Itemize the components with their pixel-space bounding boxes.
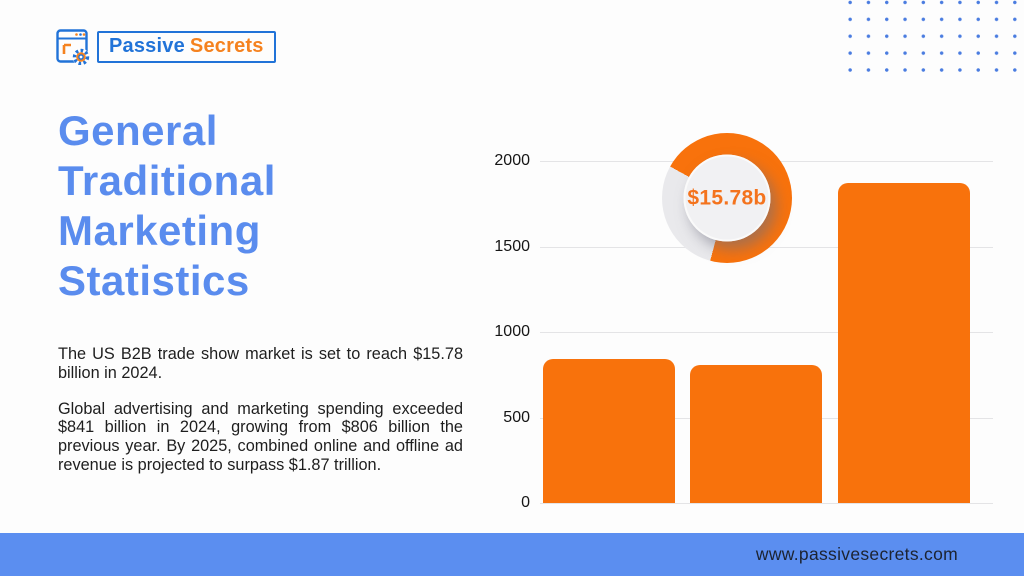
browser-gear-icon (56, 29, 90, 65)
title-line: General (58, 107, 218, 154)
bar-1 (690, 365, 822, 503)
page-title: General Traditional Marketing Statistics (58, 106, 388, 306)
bar-2 (838, 183, 970, 503)
body-copy: The US B2B trade show market is set to r… (58, 345, 463, 475)
title-line: Statistics (58, 257, 250, 304)
dots-pattern (841, 0, 1024, 78)
donut-chart: $15.78b (662, 133, 792, 263)
gridline (540, 332, 993, 333)
y-tick-label: 1500 (494, 237, 530, 255)
gridline (540, 503, 993, 504)
brand-name-secondary: Secrets (189, 35, 264, 57)
y-tick-label: 2000 (494, 152, 530, 169)
brand-logo: Passive Secrets (56, 29, 276, 65)
bar-0 (543, 359, 675, 503)
donut-hole: $15.78b (683, 154, 771, 242)
website-url[interactable]: www.passivesecrets.com (755, 544, 958, 564)
y-tick-label: 1000 (494, 323, 530, 340)
y-tick-label: 0 (521, 494, 530, 511)
y-tick-label: 500 (503, 408, 530, 426)
paragraph-trade-show: The US B2B trade show market is set to r… (58, 345, 463, 382)
brand-name-primary: Passive (109, 35, 185, 57)
donut-value-label: $15.78b (687, 186, 767, 209)
footer-bar: www.passivesecrets.com (0, 533, 1024, 576)
paragraph-ad-spend: Global advertising and marketing spendin… (58, 399, 463, 474)
title-line: Marketing (58, 207, 261, 254)
brand-wordmark: Passive Secrets (97, 31, 276, 63)
title-line: Traditional (58, 157, 276, 204)
bar-chart: 0 500 1000 1500 2000 (494, 152, 993, 511)
